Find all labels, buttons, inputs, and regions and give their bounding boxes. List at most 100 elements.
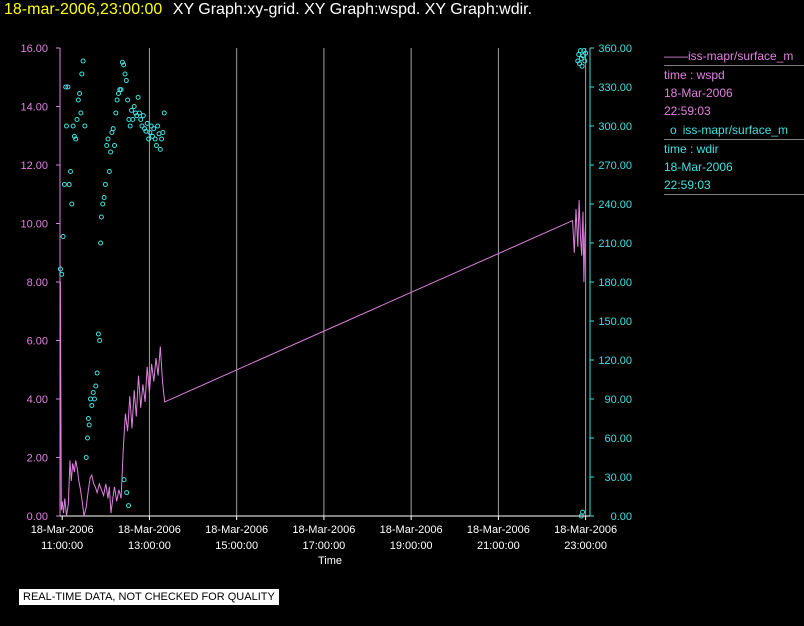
header-titles: XY Graph:xy-grid. XY Graph:wspd. XY Grap…	[172, 1, 533, 18]
data-point-wdir	[83, 455, 89, 460]
y-right-tick-label: 120.00	[598, 355, 632, 367]
data-point-wdir	[146, 136, 152, 142]
y-right-tick-label: 330.00	[598, 82, 632, 94]
data-point-wdir	[105, 136, 111, 142]
data-point-wdir	[57, 266, 63, 272]
data-point-wdir	[85, 416, 91, 421]
data-point-wdir	[577, 61, 582, 67]
data-point-wdir	[110, 126, 116, 132]
data-point-wdir	[118, 87, 124, 93]
y-right-tick-label: 60.00	[604, 433, 632, 445]
data-point-wdir	[59, 271, 65, 277]
data-point-wdir	[98, 214, 104, 220]
x-tick-label-time: 23:00:00	[564, 540, 607, 552]
data-point-wdir	[97, 338, 103, 343]
data-point-wdir	[155, 123, 161, 129]
y-left-tick-label: 8.00	[27, 277, 48, 289]
data-point-wdir	[75, 97, 81, 103]
data-point-wdir	[123, 78, 129, 83]
y-right-tick-label: 150.00	[598, 316, 632, 328]
x-tick-label-date: 18-Mar-2006	[31, 524, 94, 536]
legend-series-name: iss-mapr/surface_m	[688, 49, 794, 63]
data-point-wdir	[147, 130, 153, 135]
data-point-wdir	[80, 58, 86, 64]
data-point-wdir	[580, 509, 586, 515]
data-point-wdir	[101, 195, 107, 200]
x-tick-label-time: 21:00:00	[477, 540, 520, 552]
data-point-wdir	[119, 59, 125, 65]
data-point-wdir	[121, 477, 127, 483]
header: 18-mar-2006,23:00:00 XY Graph:xy-grid. X…	[4, 1, 532, 19]
data-point-wdir	[124, 490, 130, 496]
data-point-wdir	[94, 370, 100, 376]
legend-series-vars: time : wdir	[664, 142, 719, 156]
series	[57, 48, 589, 519]
data-point-wdir	[85, 435, 90, 441]
data-point-wdir	[156, 131, 162, 137]
data-point-wdir	[79, 71, 85, 77]
data-point-wdir	[66, 182, 72, 187]
data-point-wdir	[150, 133, 155, 139]
data-point-wdir	[113, 110, 119, 116]
data-point-wdir	[100, 201, 106, 207]
legend-series-time: 22:59:03	[664, 104, 711, 118]
x-tick-label-date: 18-Mar-2006	[554, 524, 617, 536]
y-right-tick-label: 0.00	[611, 511, 632, 523]
series-line-wspd	[59, 200, 587, 517]
data-point-wdir	[129, 107, 134, 113]
y-left-tick-label: 16.00	[20, 43, 48, 55]
quality-disclaimer: REAL-TIME DATA, NOT CHECKED FOR QUALITY	[19, 589, 279, 605]
header-timestamp: 18-mar-2006,23:00:00	[4, 1, 163, 18]
data-point-wdir	[71, 133, 77, 139]
x-tick-label-time: 13:00:00	[128, 540, 171, 552]
data-point-wdir	[116, 91, 121, 96]
y-right-tick-label: 270.00	[598, 160, 632, 172]
y-left-tick-label: 14.00	[20, 102, 48, 114]
data-point-wdir	[138, 117, 144, 122]
data-point-wdir	[148, 123, 154, 129]
data-point-wdir	[68, 169, 73, 174]
data-point-wdir	[86, 422, 92, 428]
data-point-wdir	[65, 84, 71, 90]
legend-series-date: 18-Mar-2006	[664, 160, 733, 174]
data-point-wdir	[69, 201, 75, 207]
legend-series-name: iss-mapr/surface_m	[682, 123, 789, 137]
data-point-wdir	[108, 149, 114, 155]
data-point-wdir	[89, 403, 95, 408]
data-point-wdir	[77, 91, 83, 96]
data-point-wdir	[60, 234, 66, 239]
data-point-wdir	[102, 182, 108, 187]
data-point-wdir	[93, 383, 99, 389]
legend-series-date: 18-Mar-2006	[664, 86, 733, 100]
data-point-wdir	[142, 126, 148, 132]
y-right-tick-label: 210.00	[598, 238, 632, 250]
data-point-wdir	[131, 104, 137, 109]
data-point-wdir	[583, 50, 589, 56]
data-point-wdir	[159, 136, 165, 142]
data-point-wdir	[125, 97, 131, 103]
data-point-wdir	[61, 182, 67, 187]
y-right-tick-label: 360.00	[598, 43, 632, 55]
data-point-wdir	[134, 113, 140, 119]
data-point-wdir	[122, 71, 128, 77]
data-point-wdir	[63, 84, 69, 90]
data-point-wdir	[104, 143, 110, 148]
y-right-tick-label: 180.00	[598, 277, 632, 289]
x-tick-label-time: 17:00:00	[302, 540, 345, 552]
x-tick-label-date: 18-Mar-2006	[292, 524, 355, 536]
x-tick-label-time: 15:00:00	[215, 540, 258, 552]
data-point-wdir	[126, 117, 132, 122]
data-point-wdir	[74, 117, 80, 122]
y-left-tick-label: 6.00	[27, 336, 48, 348]
legend-item-wspd: ——iss-mapr/surface_m time : wspd 18-Mar-…	[664, 47, 804, 120]
data-point-wdir	[121, 62, 127, 68]
data-point-wdir	[130, 117, 136, 122]
data-point-wdir	[106, 169, 112, 174]
data-point-wdir	[139, 123, 145, 129]
axes	[56, 47, 594, 520]
y-right-tick-label: 30.00	[604, 472, 632, 484]
y-left-tick-label: 10.00	[20, 219, 48, 231]
data-point-wdir	[580, 53, 586, 59]
data-point-wdir	[144, 120, 150, 126]
